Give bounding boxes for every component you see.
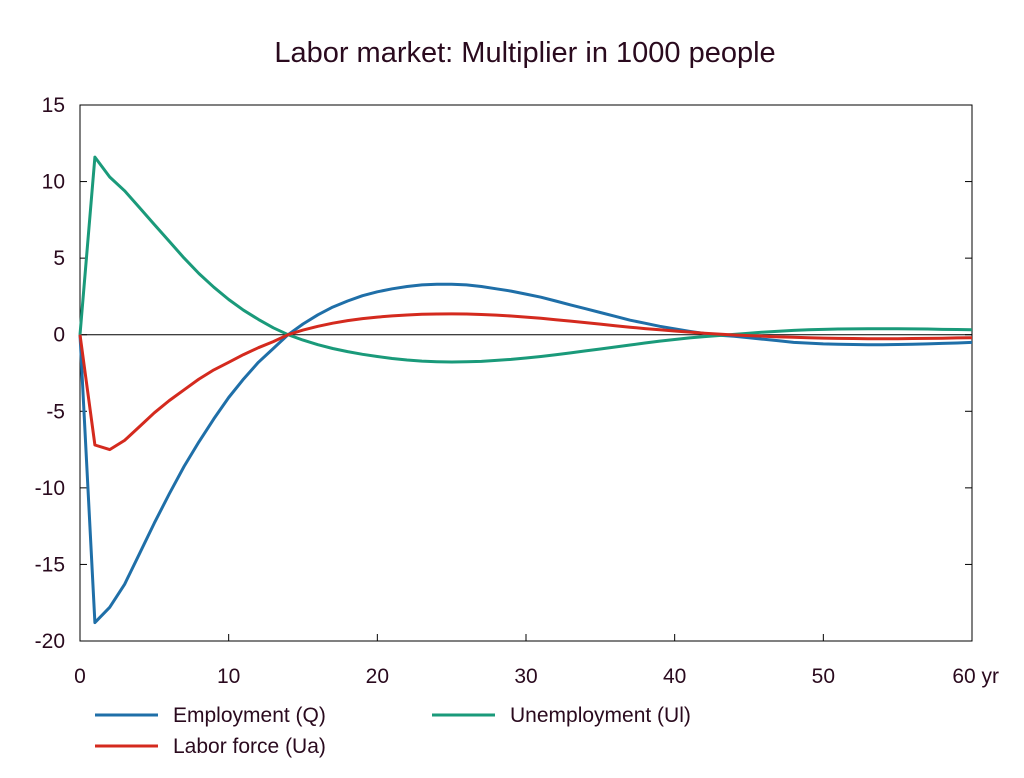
series-line-2 (78, 312, 973, 452)
x-tick-label: 60 yr (952, 665, 999, 688)
y-tick-label: -15 (35, 553, 65, 576)
x-tick-label: 20 (366, 665, 389, 688)
y-tick-label: -10 (35, 477, 65, 500)
series-line-1 (78, 155, 973, 364)
y-tick-label: 10 (42, 171, 65, 194)
legend: Employment (Q) Unemployment (Ul) Labor for… (95, 704, 691, 758)
x-tick-label: 40 (663, 665, 686, 688)
plot-frame (79, 104, 973, 642)
chart-title: Labor market: Multiplier in 1000 people (274, 37, 775, 69)
series-line-0 (78, 282, 973, 625)
legend-label-1: Unemployment (Ul) (510, 704, 691, 727)
x-tick-label: 50 (812, 665, 835, 688)
x-tick-label: 30 (514, 665, 537, 688)
legend-label-2: Labor force (Ua) (173, 735, 326, 758)
y-tick-label: 15 (42, 94, 65, 117)
y-tick-label: 0 (53, 324, 65, 347)
x-tick-label: 10 (217, 665, 240, 688)
legend-label-0: Employment (Q) (173, 704, 326, 727)
x-tick-label: 0 (74, 665, 86, 688)
y-tick-label: -20 (35, 630, 65, 653)
y-tick-label: -5 (46, 400, 65, 423)
series-layer (78, 155, 973, 625)
y-tick-label: 5 (53, 247, 65, 270)
